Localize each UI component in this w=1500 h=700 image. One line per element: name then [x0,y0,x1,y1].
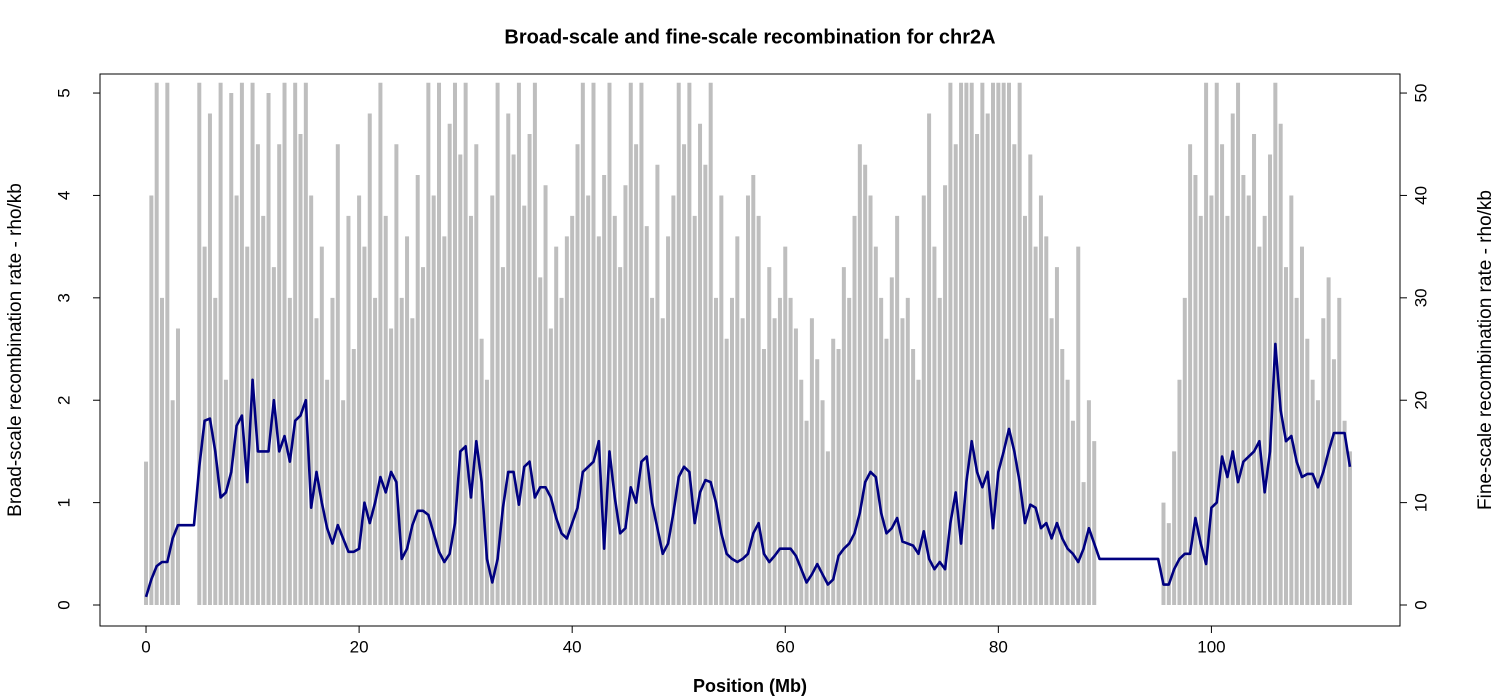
y2-tick-label: 0 [1411,600,1430,609]
plot-area [144,82,1352,606]
y-tick-label: 3 [54,293,73,302]
x-tick-label: 100 [1197,637,1225,656]
y-tick-label: 1 [54,498,73,507]
x-tick-label: 80 [989,637,1008,656]
x-tick-label: 40 [563,637,582,656]
x-tick-label: 20 [350,637,369,656]
y2-tick-label: 10 [1411,493,1430,512]
x-tick-label: 0 [141,637,150,656]
x-axis-label: Position (Mb) [693,676,807,696]
broad-scale-line [144,342,1352,598]
y2-tick-label: 40 [1411,186,1430,205]
y-tick-label: 0 [54,600,73,609]
y-tick-label: 5 [54,88,73,97]
y-axis-label: Broad-scale recombination rate - rho/kb [5,183,26,517]
y2-tick-label: 30 [1411,288,1430,307]
y-tick-label: 4 [54,191,73,200]
chart-title: Broad-scale and fine-scale recombination… [504,26,995,48]
y2-tick-label: 20 [1411,391,1430,410]
y-tick-label: 2 [54,395,73,404]
y2-axis-label: Fine-scale recombination rate - rho/kb [1475,190,1496,510]
x-tick-label: 60 [776,637,795,656]
y2-tick-label: 50 [1411,84,1430,103]
